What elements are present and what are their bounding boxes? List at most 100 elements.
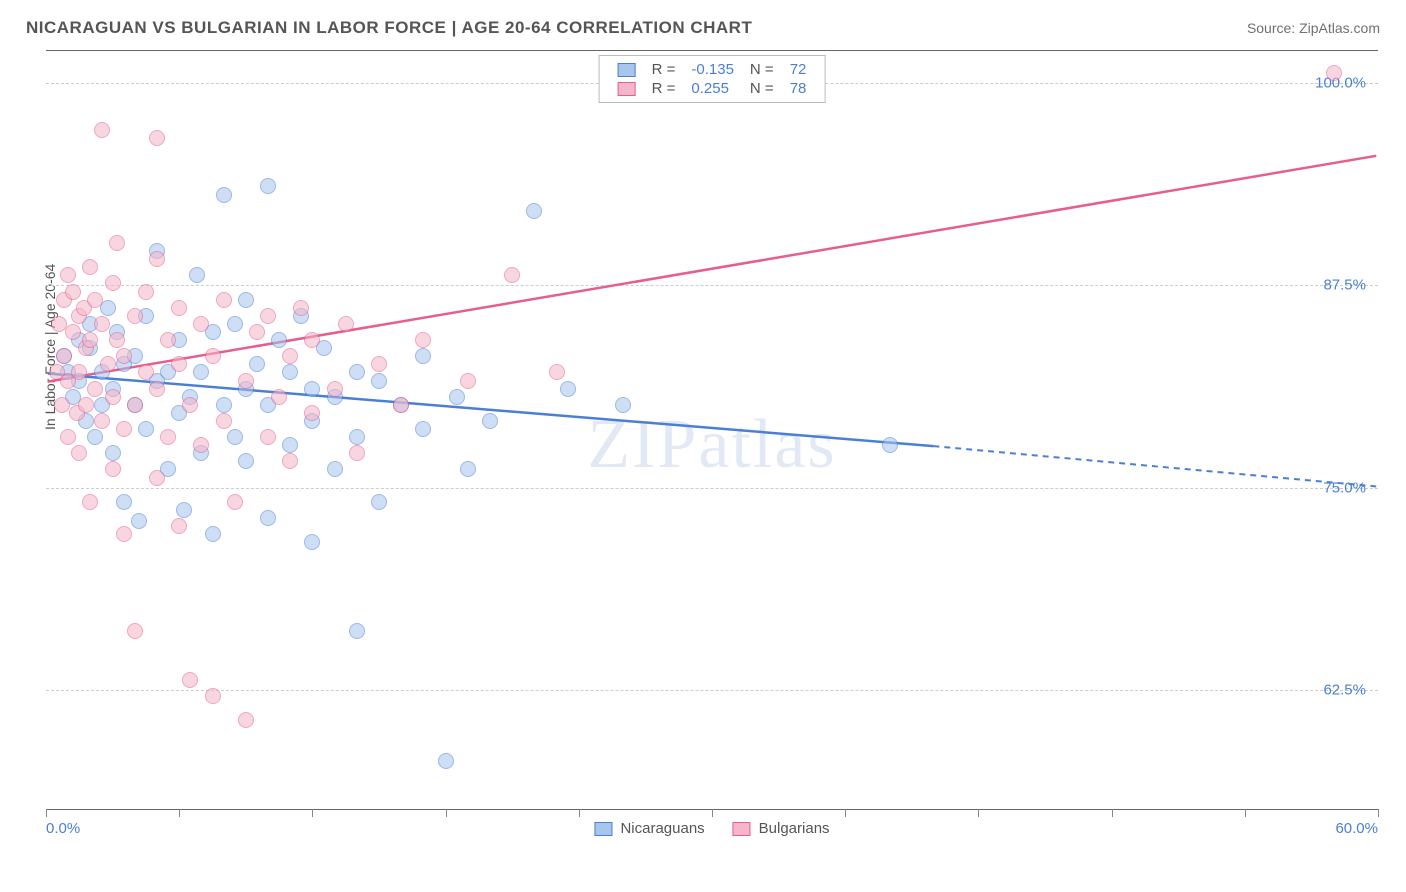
data-point <box>227 494 243 510</box>
data-point <box>82 259 98 275</box>
data-point <box>526 203 542 219</box>
data-point <box>116 348 132 364</box>
legend-n-label: N = <box>742 79 782 98</box>
data-point <box>205 526 221 542</box>
data-point <box>304 405 320 421</box>
data-point <box>193 364 209 380</box>
data-point <box>105 461 121 477</box>
legend-n-label: N = <box>742 60 782 79</box>
data-point <box>415 332 431 348</box>
data-point <box>116 421 132 437</box>
data-point <box>304 381 320 397</box>
data-point <box>105 445 121 461</box>
data-point <box>216 187 232 203</box>
data-point <box>193 316 209 332</box>
data-point <box>216 397 232 413</box>
data-point <box>100 356 116 372</box>
data-point <box>189 267 205 283</box>
data-point <box>60 429 76 445</box>
x-tick <box>579 809 580 817</box>
data-point <box>127 308 143 324</box>
data-point <box>282 348 298 364</box>
source-link[interactable]: ZipAtlas.com <box>1299 20 1380 36</box>
data-point <box>227 429 243 445</box>
legend-n-value: 78 <box>782 79 815 98</box>
data-point <box>216 413 232 429</box>
data-point <box>127 623 143 639</box>
data-point <box>293 300 309 316</box>
legend-swatch <box>594 822 612 836</box>
data-point <box>615 397 631 413</box>
data-point <box>71 364 87 380</box>
chart-title: NICARAGUAN VS BULGARIAN IN LABOR FORCE |… <box>26 18 752 38</box>
data-point <box>138 421 154 437</box>
data-point <box>371 373 387 389</box>
data-point <box>282 453 298 469</box>
legend-label: Bulgarians <box>759 820 830 837</box>
legend-r-value: -0.135 <box>683 60 742 79</box>
data-point <box>282 364 298 380</box>
data-point <box>304 332 320 348</box>
x-axis-min-label: 0.0% <box>46 820 80 837</box>
data-point <box>149 470 165 486</box>
data-point <box>65 284 81 300</box>
data-point <box>349 364 365 380</box>
data-point <box>260 510 276 526</box>
data-point <box>105 275 121 291</box>
data-point <box>438 753 454 769</box>
data-point <box>94 316 110 332</box>
series-legend: Nicaraguans Bulgarians <box>594 820 829 837</box>
data-point <box>249 324 265 340</box>
data-point <box>71 445 87 461</box>
data-point <box>105 389 121 405</box>
data-point <box>205 688 221 704</box>
data-point <box>449 389 465 405</box>
data-point <box>116 526 132 542</box>
data-point <box>415 348 431 364</box>
data-point <box>549 364 565 380</box>
data-point <box>171 356 187 372</box>
data-point <box>216 292 232 308</box>
x-tick <box>1245 809 1246 817</box>
data-point <box>238 373 254 389</box>
x-tick <box>1378 809 1379 817</box>
data-point <box>78 397 94 413</box>
data-point <box>94 122 110 138</box>
data-point <box>349 445 365 461</box>
data-point <box>271 332 287 348</box>
data-point <box>327 381 343 397</box>
source-label: Source: <box>1247 20 1299 36</box>
data-point <box>560 381 576 397</box>
data-point <box>171 518 187 534</box>
chart-source: Source: ZipAtlas.com <box>1247 20 1380 36</box>
data-point <box>56 348 72 364</box>
data-point <box>87 292 103 308</box>
data-point <box>460 461 476 477</box>
data-point <box>131 513 147 529</box>
x-tick <box>1112 809 1113 817</box>
data-point <box>260 429 276 445</box>
data-point <box>109 235 125 251</box>
data-point <box>160 332 176 348</box>
data-point <box>238 712 254 728</box>
legend-row: R =-0.135N =72 <box>610 60 815 79</box>
x-tick <box>712 809 713 817</box>
data-point <box>182 672 198 688</box>
data-point <box>94 413 110 429</box>
legend-swatch <box>618 63 636 77</box>
data-point <box>304 534 320 550</box>
data-point <box>349 429 365 445</box>
x-axis-max-label: 60.0% <box>1335 820 1378 837</box>
data-point <box>393 397 409 413</box>
data-point <box>193 437 209 453</box>
data-point <box>176 502 192 518</box>
x-tick <box>446 809 447 817</box>
data-point <box>65 324 81 340</box>
data-point <box>149 251 165 267</box>
legend-item: Nicaraguans <box>594 820 704 837</box>
data-point <box>371 356 387 372</box>
data-point <box>882 437 898 453</box>
data-point <box>338 316 354 332</box>
data-point <box>182 397 198 413</box>
data-point <box>82 494 98 510</box>
